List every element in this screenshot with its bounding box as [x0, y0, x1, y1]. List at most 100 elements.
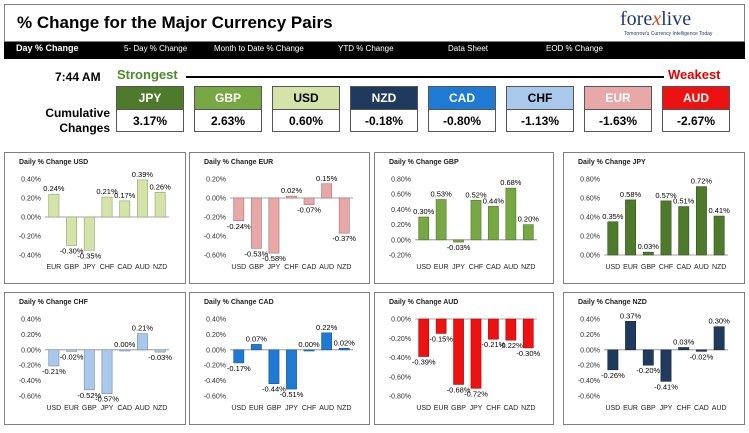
forexlive-logo[interactable]: forexlive Tomorrow's Currency Intelligen…: [620, 8, 730, 40]
data-label: 0.03%: [673, 337, 695, 346]
nav-eod-change[interactable]: EOD % Change: [546, 44, 603, 53]
currency-tile-eur: EUR -1.63%: [584, 86, 652, 132]
logo-tagline: Tomorrow's Currency Intelligence Today: [624, 31, 713, 37]
data-label: 0.20%: [518, 215, 540, 224]
currency-tile-value: 0.60%: [272, 110, 340, 132]
data-label: -0.22%: [499, 341, 523, 350]
data-label: -0.35%: [77, 251, 101, 260]
data-label: 0.35%: [602, 212, 624, 221]
currency-tile-label: USD: [272, 86, 340, 110]
currency-tile-value: -0.18%: [350, 110, 418, 132]
data-label: 0.58%: [620, 190, 642, 199]
logo-wordmark: forexlive: [620, 8, 692, 30]
bar: [695, 349, 707, 352]
data-label: 0.02%: [281, 186, 303, 195]
bar: [435, 318, 447, 334]
bar-chart: 0.80% 0.60% 0.40% 0.20% 0.00% 0.35% USD 0.58% EU…: [580, 177, 730, 272]
nav-5day-change[interactable]: 5- Day % Change: [124, 44, 188, 53]
category-label: AUD: [694, 264, 709, 271]
bar-chart: 0.40% 0.20% 0.00% -0.20% -0.40% 0.24% EUR -0.30…: [19, 170, 171, 271]
data-label: -0.21%: [482, 340, 506, 349]
category-label: CHF: [284, 264, 298, 271]
bar-chart: 0.20% 0.00% -0.20% -0.40% -0.60% -0.24% USD -0.…: [204, 174, 357, 271]
category-label: AUD: [712, 405, 727, 412]
currency-tile-value: 3.17%: [116, 110, 184, 132]
category-label: GBP: [64, 264, 79, 271]
bar: [83, 349, 95, 391]
y-tick-label: -0.40%: [19, 378, 41, 385]
bar: [136, 333, 148, 351]
category-label: CHF: [659, 264, 673, 271]
data-label: 0.57%: [655, 191, 677, 200]
nav-month-to-date[interactable]: Month to Date % Change: [214, 44, 304, 53]
bar: [607, 221, 619, 256]
bar: [713, 326, 725, 351]
bar: [505, 318, 517, 341]
bar: [607, 349, 619, 371]
nav-ytd-change[interactable]: YTD % Change: [338, 44, 394, 53]
category-label: EUR: [434, 264, 449, 271]
currency-tile-value: -1.13%: [506, 110, 574, 132]
bar: [66, 349, 78, 352]
data-label: 0.39%: [132, 170, 154, 179]
bar: [154, 349, 166, 353]
bar: [136, 179, 148, 218]
category-label: USD: [605, 264, 620, 271]
category-label: JPY: [83, 264, 96, 271]
category-label: EUR: [249, 405, 264, 412]
y-tick-label: 0.20%: [391, 222, 411, 229]
bar: [713, 215, 725, 256]
chart-title: Daily % Change USD: [19, 159, 89, 166]
bar: [488, 318, 499, 340]
category-label: JPY: [268, 264, 281, 271]
bar: [453, 318, 464, 385]
currency-tile-label: CHF: [506, 86, 574, 110]
category-label: NZD: [153, 405, 167, 412]
y-tick-label: -0.20%: [578, 363, 600, 370]
bar: [338, 347, 350, 351]
bar: [695, 186, 707, 256]
category-label: CHF: [486, 405, 500, 412]
category-label: CAD: [694, 405, 709, 412]
currency-tile-label: EUR: [584, 86, 652, 110]
category-label: EUR: [623, 264, 638, 271]
data-label: -0.58%: [262, 254, 286, 263]
bar: [119, 349, 131, 352]
category-label: CHF: [302, 405, 316, 412]
category-label: GBP: [641, 405, 656, 412]
bar: [470, 318, 482, 389]
timestamp: 7:44 AM: [55, 70, 101, 84]
y-tick-label: 0.00%: [21, 215, 41, 222]
bar: [678, 347, 690, 351]
y-tick-label: -0.20%: [19, 363, 41, 370]
y-tick-label: 0.00%: [206, 196, 226, 203]
nav-day-change[interactable]: Day % Change: [16, 43, 79, 53]
y-tick-label: 0.20%: [580, 234, 600, 241]
currency-tile-aud: AUD -2.67%: [662, 86, 730, 132]
bar: [625, 321, 637, 351]
bar: [233, 349, 245, 364]
nav-data-sheet[interactable]: Data Sheet: [448, 44, 489, 53]
y-tick-label: 0.20%: [206, 177, 226, 184]
y-tick-label: 0.20%: [21, 196, 41, 203]
category-label: JPY: [101, 405, 114, 412]
bar: [338, 197, 350, 234]
data-label: -0.21%: [42, 367, 66, 376]
data-label: 0.21%: [132, 324, 154, 333]
chart-title: Daily % Change CAD: [204, 299, 274, 306]
currency-tile-label: JPY: [116, 86, 184, 110]
chart-title: Daily % Change EUR: [204, 159, 274, 166]
bar: [470, 199, 482, 241]
y-tick-label: -0.60%: [204, 253, 226, 260]
y-tick-label: -0.20%: [204, 215, 226, 222]
data-label: -0.57%: [95, 395, 119, 404]
currency-tile-label: CAD: [428, 86, 496, 110]
data-label: 0.17%: [114, 191, 136, 200]
category-label: AUD: [135, 405, 150, 412]
data-label: -0.30%: [60, 247, 84, 256]
chart-usd: Daily % Change USD 0.40% 0.20% 0.00% -0.20% -…: [4, 152, 186, 284]
category-label: EUR: [64, 405, 79, 412]
bar: [303, 197, 315, 205]
currency-tile-value: -1.63%: [584, 110, 652, 132]
y-tick-label: -0.60%: [389, 374, 411, 381]
